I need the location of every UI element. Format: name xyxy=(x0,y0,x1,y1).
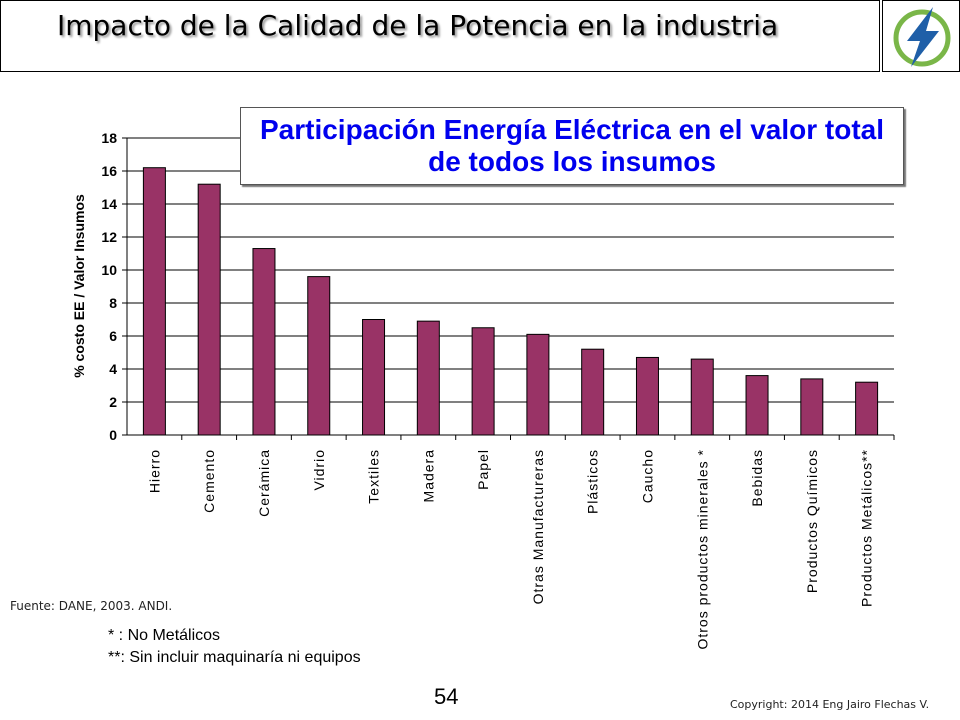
y-axis-label: % costo EE / Valor Insumos xyxy=(71,194,87,378)
bar xyxy=(307,276,331,436)
y-tick-label: 12 xyxy=(101,229,117,245)
bar xyxy=(745,375,769,436)
y-tick-label: 14 xyxy=(101,196,117,212)
x-tick-label: Papel xyxy=(475,449,491,490)
footnote-1: * : No Metálicos xyxy=(108,627,221,644)
bar xyxy=(362,319,386,436)
x-tick-label: Cerámica xyxy=(256,449,272,517)
title-box: Impacto de la Calidad de la Potencia en … xyxy=(0,0,880,72)
x-tick-label: Otros productos minerales * xyxy=(694,449,710,650)
y-tick-label: 6 xyxy=(109,328,117,344)
x-tick-label: Caucho xyxy=(639,449,655,503)
y-tick-label: 8 xyxy=(109,295,117,311)
y-tick-label: 0 xyxy=(109,427,117,443)
bar xyxy=(252,248,276,436)
x-tick-label: Cemento xyxy=(201,449,217,513)
bar xyxy=(197,183,221,436)
page-number: 54 xyxy=(434,684,459,709)
bar xyxy=(855,381,879,436)
bar xyxy=(690,358,714,436)
source-text: Fuente: DANE, 2003. ANDI. xyxy=(10,599,173,613)
bar xyxy=(635,356,659,436)
x-tick-label: Otras Manufactureras xyxy=(530,449,546,604)
y-tick-label: 4 xyxy=(109,361,117,377)
bar xyxy=(142,167,166,436)
y-tick-label: 10 xyxy=(101,262,117,278)
x-tick-label: Madera xyxy=(420,449,436,502)
x-tick-label: Productos Químicos xyxy=(804,449,820,593)
x-tick-label: Plásticos xyxy=(585,449,601,514)
bar xyxy=(800,378,824,436)
lightning-bolt-icon xyxy=(893,7,951,67)
bar xyxy=(581,348,605,436)
bar xyxy=(471,327,495,436)
footnote-2: **: Sin incluir maquinaría ni equipos xyxy=(108,649,361,666)
bar xyxy=(526,333,550,436)
copyright-text: Copyright: 2014 Eng Jairo Flechas V. xyxy=(730,698,930,711)
slide-title: Impacto de la Calidad de la Potencia en … xyxy=(57,9,779,42)
x-tick-label: Vidrio xyxy=(311,449,327,491)
logo-box xyxy=(882,0,960,72)
chart-title: Participación Energía Eléctrica en el va… xyxy=(240,107,904,185)
x-tick-label: Hierro xyxy=(146,449,162,493)
y-tick-label: 18 xyxy=(101,130,117,146)
bar xyxy=(416,320,440,436)
y-tick-label: 16 xyxy=(101,163,117,179)
y-tick-label: 2 xyxy=(109,394,117,410)
x-tick-label: Productos Metálicos** xyxy=(859,449,875,607)
x-tick-label: Textiles xyxy=(366,449,382,504)
x-tick-label: Bebidas xyxy=(749,449,765,507)
